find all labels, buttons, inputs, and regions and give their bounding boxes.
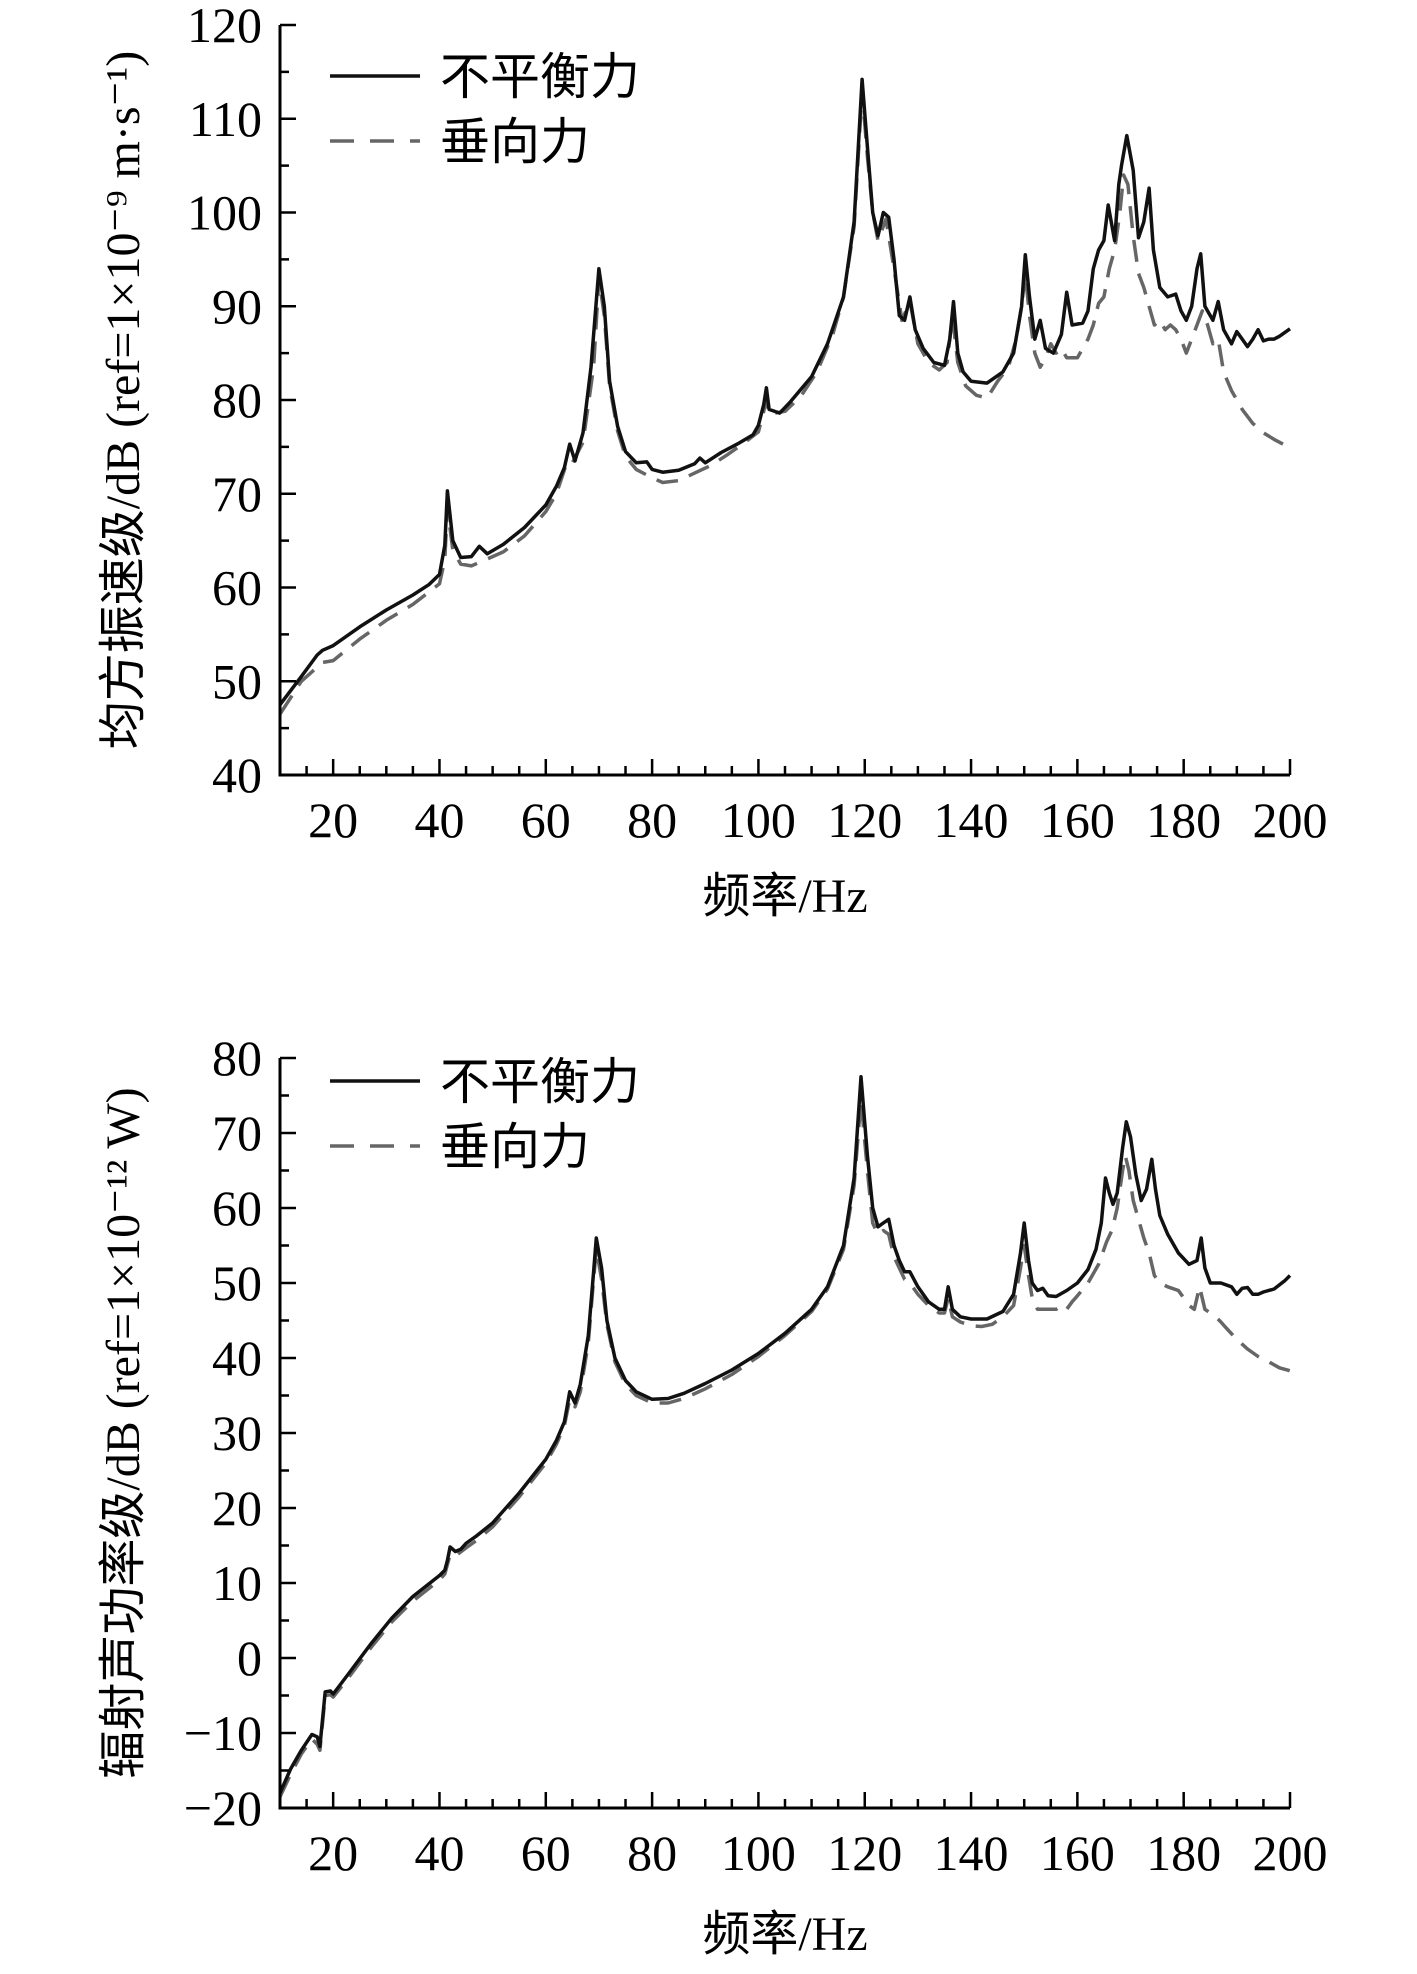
y-tick-label: 40 xyxy=(212,747,262,803)
x-tick-label: 100 xyxy=(721,1825,796,1881)
tick-labels: −20 −10 0 10 20 30 40 50 60 70 80 20 40 60 80 100 120 140… xyxy=(184,1030,1328,1881)
x-tick-label: 20 xyxy=(308,1825,358,1881)
axes: −20 −10 0 10 20 30 40 50 60 70 80 20 40 60 80 100 120 140… xyxy=(184,1030,1328,1881)
y-tick-label: −10 xyxy=(184,1705,262,1761)
x-tick-label: 140 xyxy=(934,792,1009,848)
y-tick-label: 10 xyxy=(212,1555,262,1611)
y-tick-label: 110 xyxy=(189,91,262,147)
y-tick-label: 60 xyxy=(212,1180,262,1236)
x-tick-label: 60 xyxy=(521,1825,571,1881)
chart-radiated-sound-power: −20 −10 0 10 20 30 40 50 60 70 80 20 40 60 80 100 120 140… xyxy=(97,1030,1327,1961)
series-line-vertical-force xyxy=(278,1097,1291,1798)
y-tick-label: 100 xyxy=(187,185,262,241)
x-tick-label: 180 xyxy=(1146,792,1221,848)
legend-label-vertical-force: 垂向力 xyxy=(440,114,590,170)
series-line-vertical-force xyxy=(278,88,1290,716)
x-tick-label: 80 xyxy=(627,792,677,848)
x-tick-label: 180 xyxy=(1146,1825,1221,1881)
chart-vibration-velocity: 40 50 60 70 80 90 100 110 120 20 40 60 80 100 120 140 16… xyxy=(97,0,1327,923)
x-tick-label: 40 xyxy=(414,792,464,848)
y-axis-title: 辐射声功率级/dB (ref=1×10⁻¹² W) xyxy=(97,1087,150,1778)
x-tick-label: 100 xyxy=(721,792,796,848)
y-tick-label: 50 xyxy=(212,1255,262,1311)
y-tick-label: 80 xyxy=(212,1030,262,1086)
tick-labels: 40 50 60 70 80 90 100 110 120 20 40 60 80 100 120 140 16… xyxy=(187,0,1328,848)
series-line-unbalanced-force xyxy=(278,1075,1292,1794)
x-tick-label: 140 xyxy=(934,1825,1009,1881)
series-line-unbalanced-force xyxy=(278,77,1292,706)
legend-label-unbalanced-force: 不平衡力 xyxy=(440,49,640,105)
x-tick-label: 120 xyxy=(827,792,902,848)
x-axis-title: 频率/Hz xyxy=(702,870,867,923)
legend: 不平衡力 垂向力 xyxy=(330,1054,640,1175)
ticks xyxy=(278,23,1292,777)
y-tick-label: 20 xyxy=(212,1480,262,1536)
y-tick-label: 50 xyxy=(212,653,262,709)
y-tick-label: 30 xyxy=(212,1405,262,1461)
y-tick-label: −20 xyxy=(184,1780,262,1836)
y-axis-title: 均方振速级/dB (ref=1×10⁻⁹ m·s⁻¹) xyxy=(97,51,150,750)
x-tick-label: 160 xyxy=(1040,1825,1115,1881)
axes: 40 50 60 70 80 90 100 110 120 20 40 60 80 100 120 140 16… xyxy=(187,0,1328,848)
plot-lines xyxy=(278,1075,1292,1798)
y-tick-label: 80 xyxy=(212,372,262,428)
x-tick-label: 40 xyxy=(414,1825,464,1881)
plot-lines xyxy=(278,77,1292,716)
y-tick-label: 90 xyxy=(212,278,262,334)
x-tick-label: 120 xyxy=(827,1825,902,1881)
x-tick-label: 60 xyxy=(521,792,571,848)
y-tick-label: 70 xyxy=(212,466,262,522)
x-tick-label: 80 xyxy=(627,1825,677,1881)
legend-label-unbalanced-force: 不平衡力 xyxy=(440,1054,640,1110)
x-axis-title: 频率/Hz xyxy=(702,1908,867,1961)
legend: 不平衡力 垂向力 xyxy=(330,49,640,170)
x-tick-label: 20 xyxy=(308,792,358,848)
y-tick-label: 0 xyxy=(237,1630,262,1686)
legend-label-vertical-force: 垂向力 xyxy=(440,1119,590,1175)
y-tick-label: 40 xyxy=(212,1330,262,1386)
ticks xyxy=(278,1056,1292,1810)
x-tick-label: 200 xyxy=(1253,792,1328,848)
y-tick-label: 120 xyxy=(187,0,262,53)
x-tick-label: 200 xyxy=(1253,1825,1328,1881)
x-tick-label: 160 xyxy=(1040,792,1115,848)
y-tick-label: 60 xyxy=(212,560,262,616)
y-tick-label: 70 xyxy=(212,1105,262,1161)
